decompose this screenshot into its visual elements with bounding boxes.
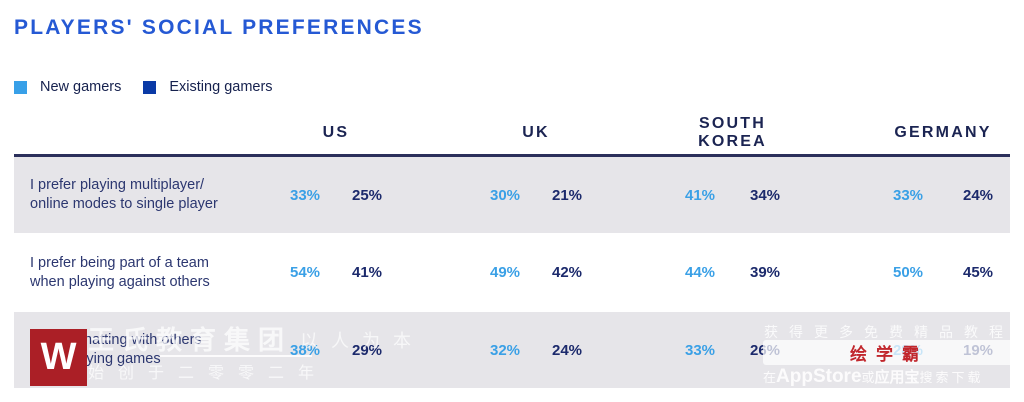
legend-label: Existing gamers — [169, 79, 273, 95]
legend-label: New gamers — [40, 79, 122, 95]
column-header-us: US — [322, 124, 350, 141]
watermark-app-name: 绘学霸 — [850, 345, 928, 364]
stat-value: 29 — [336, 342, 398, 359]
watermark-download-text: 在 AppStore 或 应用宝 搜索下载 — [763, 366, 984, 387]
watermark-founded-text: 始创于二零零二年 — [88, 365, 329, 382]
stat-value: 30 — [474, 187, 536, 204]
watermark-slogan: 以人为本 — [300, 331, 424, 351]
row-statement: I prefer being part of a team when playi… — [30, 254, 210, 290]
existing-gamers-swatch-icon — [143, 80, 157, 94]
table-row: I prefer being part of a team when playi… — [0, 233, 1024, 312]
stat-value: 26 — [734, 342, 796, 359]
stat-value: 54 — [274, 264, 336, 281]
stat-value: 34 — [734, 187, 796, 204]
legend-item-new-gamers: New gamers — [14, 79, 121, 95]
stat-value: 41 — [336, 264, 398, 281]
stat-value: 45 — [947, 264, 1009, 281]
stat-value: 50 — [877, 264, 939, 281]
watermark-promo-text: 获得更多免费精品教程 — [764, 324, 1014, 340]
watermark-underline — [160, 355, 312, 357]
stat-value: 33 — [669, 342, 731, 359]
stat-value: 21 — [536, 187, 598, 204]
new-gamers-swatch-icon — [14, 80, 27, 94]
stat-value: 49 — [474, 264, 536, 281]
stat-value: 33 — [877, 187, 939, 204]
stat-value: 32 — [474, 342, 536, 359]
column-header-germany: GERMANY — [894, 124, 992, 141]
stat-value: 24 — [947, 187, 1009, 204]
row-statement: I prefer playing multiplayer/ online mod… — [30, 177, 218, 212]
stat-value: 38 — [274, 342, 336, 359]
stat-value: 39 — [734, 264, 796, 281]
stat-value: 24 — [536, 342, 598, 359]
page-title: PLAYERS' SOCIAL PREFERENCES — [14, 16, 424, 39]
stat-value: 42 — [536, 264, 598, 281]
watermark-app-badge: 绘学霸 — [763, 340, 1015, 365]
legend-item-existing-gamers: Existing gamers — [143, 79, 273, 95]
header-divider — [14, 154, 1010, 157]
table-header-row: US UK SOUTH KOREA GERMANY — [0, 112, 1024, 154]
column-header-uk: UK — [522, 124, 550, 141]
stat-value: 33 — [274, 187, 336, 204]
legend: New gamers Existing gamers — [14, 79, 295, 95]
stat-value: 44 — [669, 264, 731, 281]
table-row: I prefer playing multiplayer/ online mod… — [0, 157, 1024, 233]
watermark-logo: W — [30, 329, 87, 386]
column-header-south-korea: SOUTH KOREA — [698, 115, 767, 150]
stat-value: 41 — [669, 187, 731, 204]
stat-value: 25 — [336, 187, 398, 204]
watermark-company-name: 王氏教育集团 — [88, 325, 293, 355]
